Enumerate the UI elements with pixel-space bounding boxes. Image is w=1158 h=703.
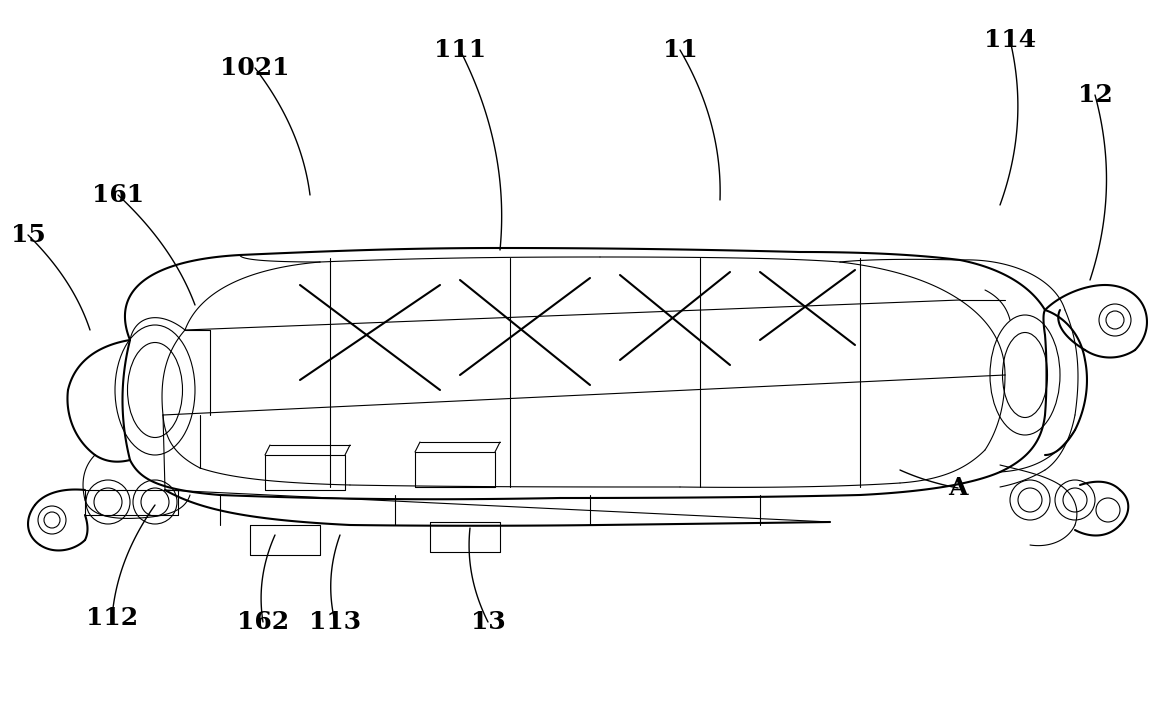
Text: A: A: [948, 476, 968, 500]
Text: 1021: 1021: [220, 56, 290, 80]
Text: 15: 15: [10, 223, 45, 247]
Text: 162: 162: [237, 610, 290, 634]
Text: 111: 111: [434, 38, 486, 62]
Text: 114: 114: [984, 28, 1036, 52]
Text: 12: 12: [1078, 83, 1113, 107]
Text: 13: 13: [470, 610, 505, 634]
Text: 11: 11: [662, 38, 697, 62]
Text: 161: 161: [91, 183, 144, 207]
Text: 112: 112: [86, 606, 138, 630]
Text: 113: 113: [309, 610, 361, 634]
